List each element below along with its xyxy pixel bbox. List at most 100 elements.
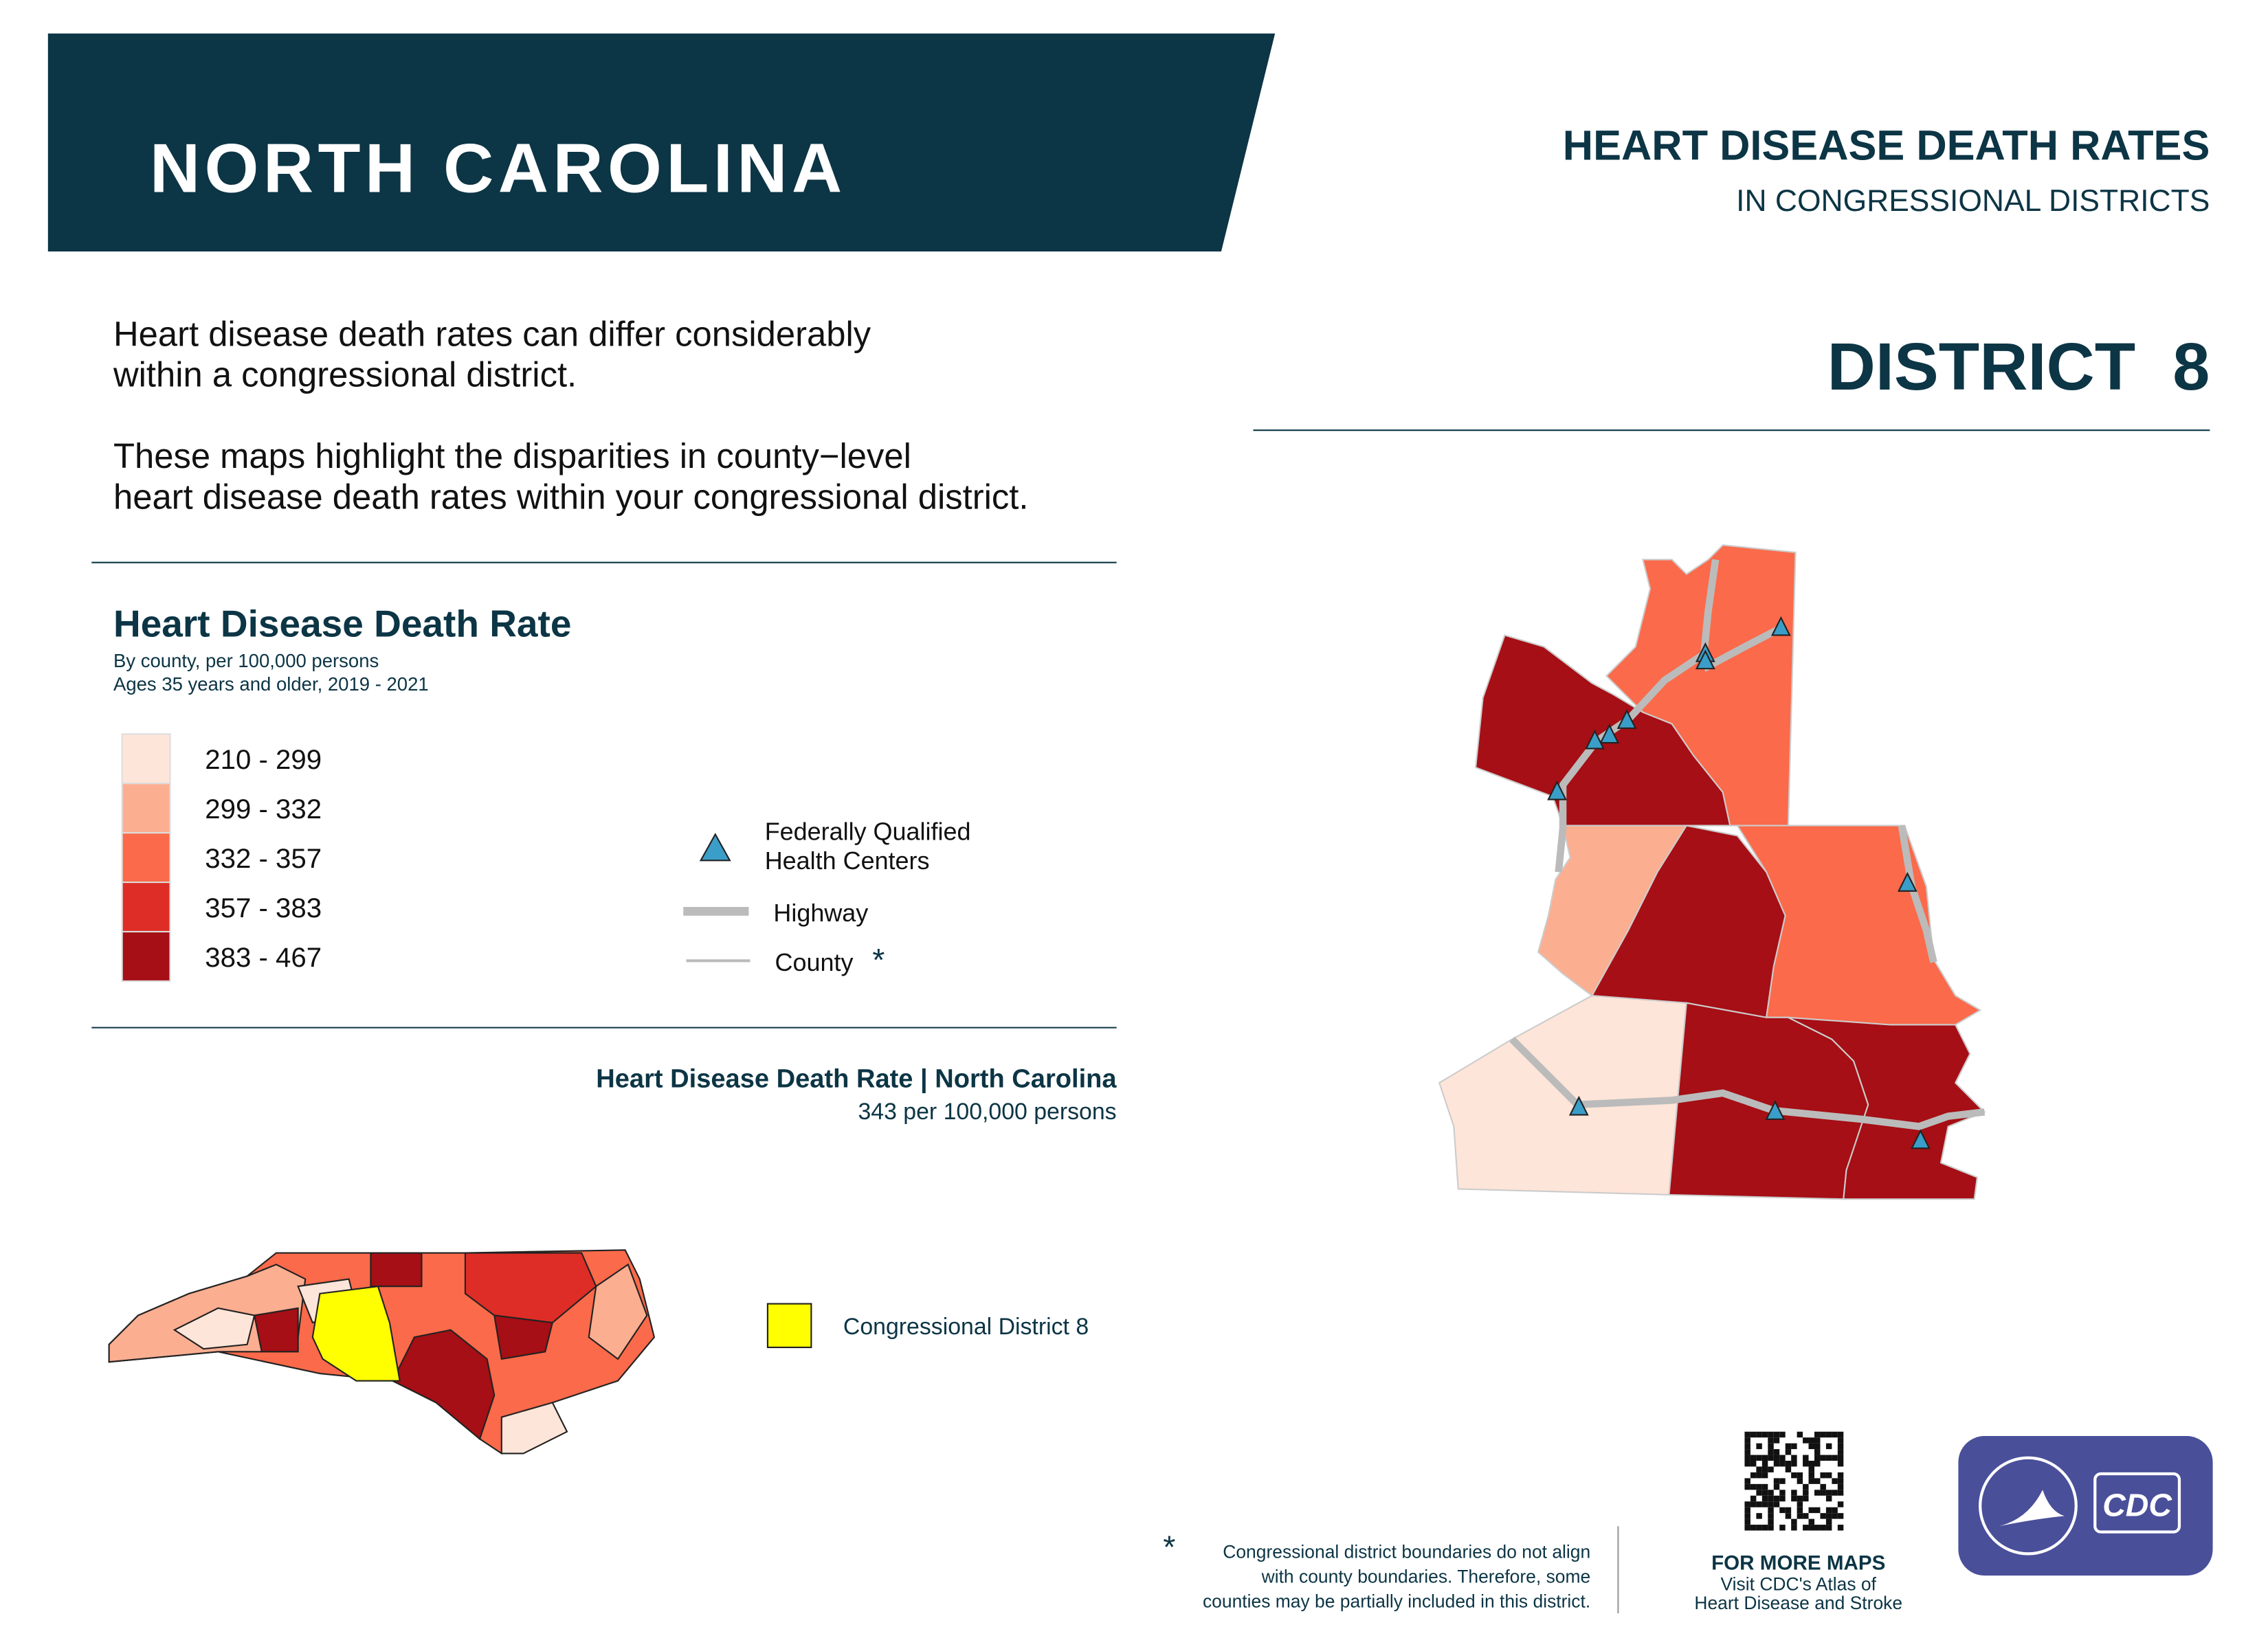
cdc-text: CDC bbox=[2102, 1487, 2172, 1523]
qr-module bbox=[1825, 1443, 1832, 1450]
qr-module bbox=[1761, 1461, 1768, 1467]
qr-module bbox=[1791, 1525, 1797, 1531]
health-center bbox=[1568, 1095, 1589, 1116]
qr-module bbox=[1820, 1513, 1826, 1519]
qr-module bbox=[1768, 1455, 1774, 1461]
qr-module bbox=[1820, 1472, 1826, 1479]
district-map bbox=[1438, 544, 1986, 1200]
legend-classes: 210 - 299 299 - 332 332 - 357 357 - 383 383 … bbox=[121, 733, 322, 982]
qr-module bbox=[1744, 1478, 1750, 1484]
qr-module bbox=[1761, 1472, 1768, 1479]
title: HEART DISEASE DEATH RATES bbox=[1563, 122, 2210, 169]
qr-module bbox=[1785, 1461, 1792, 1467]
qr-module bbox=[1814, 1443, 1821, 1450]
qr-module bbox=[1761, 1483, 1768, 1490]
qr-module bbox=[1803, 1461, 1809, 1467]
legend-swatch bbox=[121, 733, 171, 785]
qr-module bbox=[1750, 1472, 1757, 1479]
legend-swatch bbox=[121, 882, 171, 933]
qr-module bbox=[1761, 1495, 1768, 1502]
qr-module bbox=[1825, 1490, 1832, 1496]
state-name: NORTH CAROLINA bbox=[150, 128, 847, 207]
region bbox=[391, 1329, 496, 1441]
qr-module bbox=[1785, 1449, 1792, 1455]
qr-module bbox=[1808, 1507, 1814, 1514]
qr-module bbox=[1744, 1437, 1750, 1444]
qr-module bbox=[1808, 1443, 1814, 1450]
qr-module bbox=[1791, 1455, 1797, 1461]
qr-module bbox=[1756, 1472, 1762, 1479]
qr-module bbox=[1785, 1507, 1792, 1514]
qr-module bbox=[1837, 1513, 1844, 1519]
qr-module bbox=[1773, 1495, 1780, 1502]
region bbox=[173, 1307, 256, 1350]
health-center bbox=[1547, 780, 1567, 800]
state-rate-title: Heart Disease Death Rate | North Carolin… bbox=[596, 1064, 1117, 1093]
state-inset-map bbox=[108, 1249, 656, 1455]
qr-module bbox=[1832, 1431, 1838, 1438]
qr-module bbox=[1808, 1437, 1814, 1444]
district-swatch bbox=[766, 1303, 812, 1349]
highway bbox=[1898, 824, 1937, 963]
qr-module bbox=[1773, 1483, 1780, 1490]
qr-module bbox=[1803, 1525, 1809, 1531]
qr-module bbox=[1750, 1495, 1757, 1502]
health-center bbox=[1695, 649, 1715, 670]
qr-module bbox=[1837, 1501, 1844, 1507]
qr-module bbox=[1761, 1431, 1768, 1438]
qr-module bbox=[1750, 1525, 1757, 1531]
qr-module bbox=[1768, 1507, 1774, 1514]
qr-module bbox=[1832, 1490, 1838, 1496]
qr-module bbox=[1791, 1490, 1797, 1496]
qr-module bbox=[1779, 1461, 1786, 1467]
qr-module bbox=[1773, 1449, 1780, 1455]
qr-module bbox=[1814, 1490, 1821, 1496]
logo-badge bbox=[1958, 1436, 2213, 1576]
region bbox=[493, 1314, 554, 1360]
qr-module bbox=[1808, 1518, 1814, 1525]
qr-module bbox=[1791, 1461, 1797, 1467]
health-center bbox=[1770, 616, 1791, 636]
qr-module bbox=[1797, 1431, 1803, 1438]
qr-module bbox=[1837, 1461, 1844, 1467]
qr-module bbox=[1832, 1513, 1838, 1519]
qr-module bbox=[1768, 1525, 1774, 1531]
qr-module bbox=[1768, 1501, 1774, 1507]
qr-module bbox=[1768, 1490, 1774, 1496]
qr-module bbox=[1744, 1501, 1750, 1507]
footnote-line: counties may be partially included in th… bbox=[1203, 1591, 1590, 1612]
qr-module bbox=[1756, 1490, 1762, 1496]
qr-module bbox=[1768, 1449, 1774, 1455]
inset-legend-label: Congressional District 8 bbox=[843, 1314, 1089, 1340]
qr-module bbox=[1750, 1455, 1757, 1461]
qr-module bbox=[1773, 1501, 1780, 1507]
legend-swatch bbox=[121, 783, 171, 834]
qr-module bbox=[1773, 1455, 1780, 1461]
qr-module bbox=[1820, 1431, 1826, 1438]
qr-module bbox=[1797, 1472, 1803, 1479]
qr-module bbox=[1761, 1455, 1768, 1461]
qr-module bbox=[1791, 1472, 1797, 1479]
qr-module bbox=[1744, 1431, 1750, 1438]
footnote-line: Congressional district boundaries do not… bbox=[1223, 1542, 1590, 1562]
qr-module bbox=[1837, 1490, 1844, 1496]
qr-module bbox=[1832, 1507, 1838, 1514]
qr-code[interactable] bbox=[1744, 1431, 1844, 1531]
qr-module bbox=[1803, 1513, 1809, 1519]
qr-module bbox=[1744, 1513, 1750, 1519]
region bbox=[370, 1252, 423, 1288]
legend-class-label: 210 - 299 bbox=[205, 744, 322, 775]
footnote-line: with county boundaries. Therefore, some bbox=[1261, 1567, 1591, 1587]
hhs-cdc-logo[interactable]: CDC bbox=[1958, 1436, 2213, 1576]
legend-class-label: 332 - 357 bbox=[205, 843, 322, 874]
qr-module bbox=[1744, 1518, 1750, 1525]
health-center bbox=[1599, 723, 1620, 744]
qr-module bbox=[1808, 1466, 1814, 1472]
qr-module bbox=[1808, 1461, 1814, 1467]
legend-label: Federally Qualified bbox=[765, 818, 971, 846]
fqhc-symbol bbox=[699, 833, 731, 862]
qr-module bbox=[1768, 1443, 1774, 1450]
qr-module bbox=[1744, 1455, 1750, 1461]
qr-module bbox=[1837, 1449, 1844, 1455]
